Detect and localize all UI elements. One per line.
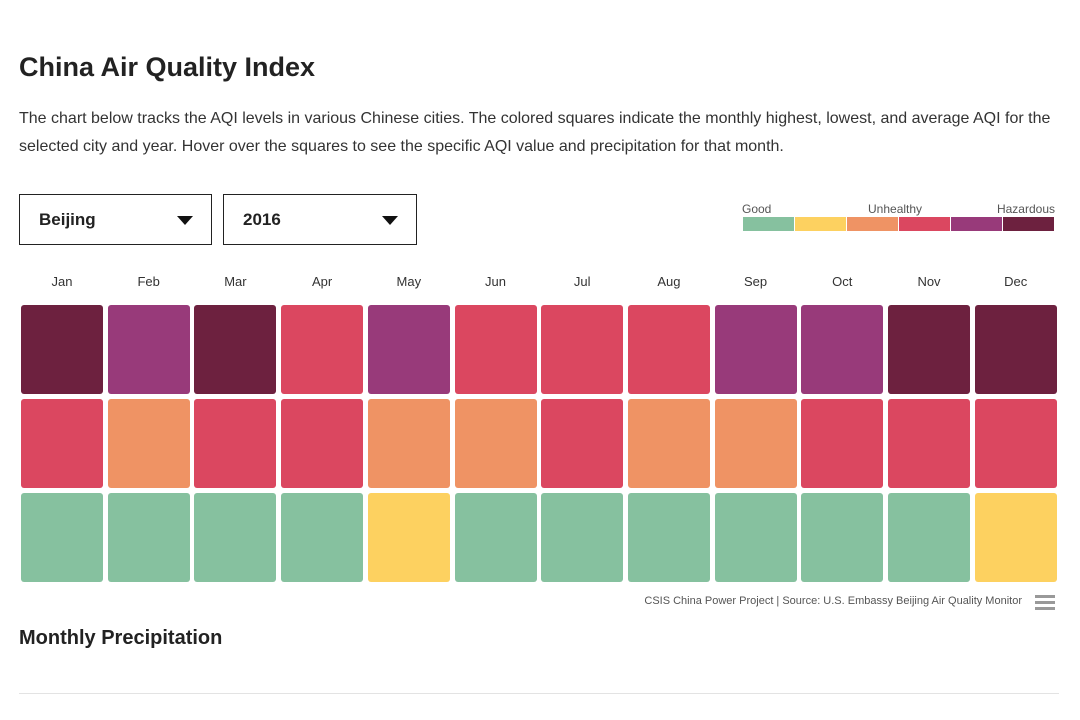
month-label: Jul	[573, 274, 591, 289]
legend-label: Unhealthy	[868, 202, 923, 216]
aqi-cell[interactable]	[454, 305, 537, 394]
month-label: May	[396, 274, 422, 289]
aqi-cell[interactable]	[974, 305, 1057, 394]
aqi-cell[interactable]	[714, 493, 797, 582]
aqi-cell[interactable]	[194, 399, 277, 488]
month-label: Nov	[917, 274, 941, 289]
city-dropdown[interactable]: Beijing	[19, 194, 212, 245]
legend-swatch	[795, 217, 846, 231]
aqi-cell[interactable]	[367, 493, 450, 582]
aqi-cell[interactable]	[367, 399, 450, 488]
aqi-cell[interactable]	[194, 493, 277, 582]
menu-icon[interactable]	[1035, 607, 1055, 610]
description: The chart below tracks the AQI levels in…	[19, 110, 1051, 155]
section-title: Monthly Precipitation	[19, 627, 223, 649]
legend-swatch	[951, 217, 1002, 231]
aqi-cell[interactable]	[454, 399, 537, 488]
legend-label: Hazardous	[996, 202, 1055, 216]
month-label: Feb	[137, 274, 160, 289]
aqi-cell[interactable]	[541, 493, 624, 582]
legend-swatch	[899, 217, 950, 231]
aqi-cell[interactable]	[714, 399, 797, 488]
aqi-cell[interactable]	[454, 493, 537, 582]
aqi-cell[interactable]	[21, 305, 103, 394]
aqi-cell[interactable]	[801, 399, 884, 488]
aqi-cell[interactable]	[974, 493, 1057, 582]
aqi-cell[interactable]	[627, 399, 710, 488]
aqi-cell[interactable]	[714, 305, 797, 394]
aqi-cell[interactable]	[541, 305, 624, 394]
aqi-cell[interactable]	[627, 493, 710, 582]
month-label: Mar	[224, 274, 247, 289]
aqi-cell[interactable]	[194, 305, 277, 394]
source: CSIS China Power Project | Source: U.S. …	[644, 595, 1022, 607]
divider	[19, 693, 1059, 694]
aqi-cell[interactable]	[21, 399, 103, 488]
month-label: Aug	[657, 274, 681, 289]
legend-swatch	[1003, 217, 1054, 231]
month-label: Apr	[311, 274, 333, 289]
aqi-cell[interactable]	[281, 305, 364, 394]
aqi-cell[interactable]	[801, 305, 884, 394]
aqi-cell[interactable]	[541, 399, 624, 488]
aqi-cell[interactable]	[281, 399, 364, 488]
aqi-cell[interactable]	[888, 305, 970, 394]
aqi-cell[interactable]	[281, 493, 364, 582]
title: China Air Quality Index	[19, 52, 316, 82]
menu-icon[interactable]	[1035, 601, 1055, 604]
aqi-cell[interactable]	[627, 305, 710, 394]
aqi-cell[interactable]	[21, 493, 103, 582]
month-label: Sep	[744, 274, 768, 289]
aqi-cell[interactable]	[367, 305, 450, 394]
aqi-cell[interactable]	[107, 399, 190, 488]
legend-swatch	[847, 217, 898, 231]
aqi-cell[interactable]	[888, 399, 970, 488]
legend-swatch	[743, 217, 794, 231]
legend-label: Good	[742, 202, 772, 216]
aqi-cell[interactable]	[107, 493, 190, 582]
menu-icon[interactable]	[1035, 595, 1055, 598]
month-label: Oct	[832, 274, 853, 289]
year-dropdown[interactable]: 2016	[223, 194, 417, 245]
aqi-cell[interactable]	[974, 399, 1057, 488]
month-label: Dec	[1004, 274, 1028, 289]
aqi-cell[interactable]	[107, 305, 190, 394]
month-label: Jan	[51, 274, 73, 289]
aqi-cell[interactable]	[801, 493, 884, 582]
aqi-cell[interactable]	[888, 493, 970, 582]
month-label: Jun	[485, 274, 506, 289]
